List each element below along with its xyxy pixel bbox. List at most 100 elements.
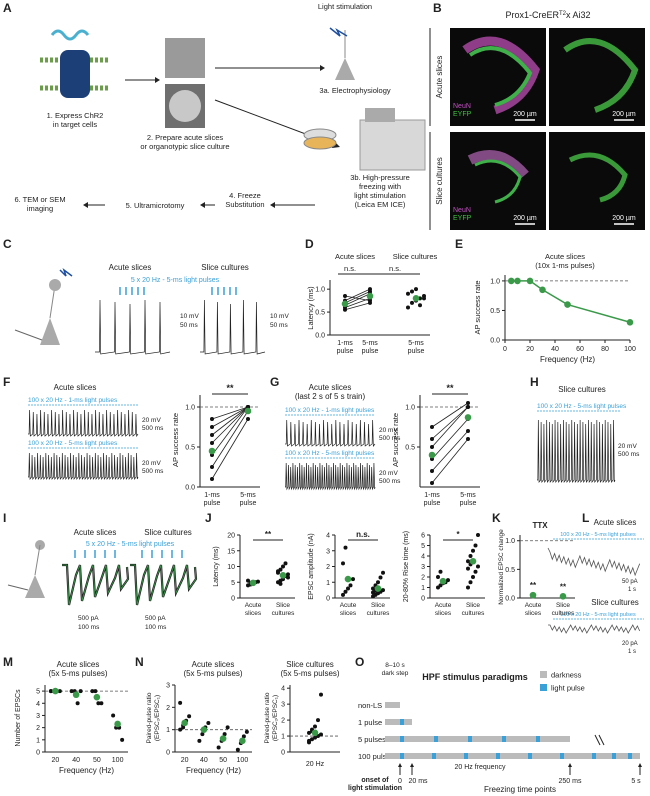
pulse-mark: [400, 753, 404, 759]
y-tick-label: 2: [281, 718, 285, 725]
y-axis-label: 20-80% Rise time (ms): [403, 531, 410, 602]
y-axis-label: AP success rate: [391, 413, 400, 467]
y-tick-label: 4: [421, 554, 425, 561]
panel-letter: H: [530, 375, 539, 389]
mean-point: [464, 414, 472, 421]
y-axis-label: Number of EPSCs: [15, 689, 22, 747]
data-point: [436, 575, 440, 579]
data-point: [378, 575, 383, 580]
label: (10x 1-ms pulses): [535, 261, 595, 270]
data-point: [178, 727, 183, 732]
y-tick-label: 1: [281, 734, 285, 741]
data-point: [471, 575, 475, 579]
label: Slice: [466, 602, 480, 609]
y-tick-label: 0.5: [405, 445, 415, 452]
light-bolt: [59, 267, 73, 277]
label: pulse: [408, 348, 425, 355]
pulse-mark: [468, 736, 472, 742]
y-tick-label: 0.5: [185, 445, 195, 452]
y-tick-label: 2: [36, 725, 40, 732]
darkness-bar: [385, 719, 412, 725]
y-tick-label: 0.5: [505, 567, 515, 574]
data-point: [316, 718, 320, 723]
data-point: [468, 554, 473, 558]
data-point: [120, 737, 125, 742]
x-tick-label: 50: [219, 757, 227, 764]
scale-bar-label: 200 µm: [513, 215, 537, 222]
label: or organotypic slice culture: [140, 142, 229, 151]
label: Slice cultures: [591, 598, 639, 607]
label: pulse: [424, 500, 441, 507]
label: slices: [245, 610, 262, 617]
title-part: Prox1-CreER: [505, 10, 559, 20]
data-point: [410, 289, 414, 294]
label: Light stimulation: [318, 2, 372, 11]
label: cultures: [367, 610, 391, 617]
label: 5. Ultramicrotomy: [126, 201, 185, 210]
dendrite: [34, 544, 41, 576]
time-arrow-head: [398, 763, 402, 767]
mean-point: [514, 277, 521, 285]
mean-point: [279, 572, 287, 579]
darkness-bar: [385, 753, 640, 759]
mean-point: [559, 592, 567, 600]
pair-line: [344, 295, 371, 302]
label: pulse: [337, 348, 354, 355]
y-tick-label: 0: [231, 596, 235, 603]
label: 20 mV: [618, 443, 637, 450]
pair-line: [344, 293, 371, 306]
data-point: [69, 689, 74, 694]
data-point: [197, 738, 202, 743]
y-tick-label: 15: [227, 548, 235, 555]
data-point: [281, 564, 285, 569]
y-tick-label: 20: [227, 533, 235, 540]
label: 500 ms: [142, 468, 164, 475]
pair-line: [344, 288, 371, 301]
data-point: [210, 477, 214, 481]
label: 50 ms: [270, 322, 288, 329]
data-point: [244, 729, 249, 734]
panel-letter: A: [3, 1, 12, 15]
data-point: [181, 725, 186, 730]
data-point: [468, 580, 473, 585]
stim-label: 100 x 20 Hz - 5-ms light pulses: [560, 532, 636, 538]
data-point: [430, 425, 434, 429]
pulse-mark: [628, 753, 632, 759]
label: *: [456, 530, 460, 539]
label: 2. Prepare acute slices: [147, 133, 224, 142]
label: Acute slices: [192, 660, 235, 669]
label: Acute slices: [109, 263, 152, 272]
label: EYFP: [453, 111, 472, 118]
data-point: [78, 689, 83, 694]
label: 20 mV: [379, 427, 398, 434]
data-point: [351, 577, 355, 582]
data-point: [210, 417, 214, 421]
data-point: [307, 730, 311, 735]
data-point: [446, 578, 450, 583]
data-point: [466, 429, 470, 433]
data-point: [246, 417, 250, 421]
pair-line: [431, 438, 469, 484]
label: (Leica EM ICE): [355, 200, 406, 209]
data-point: [418, 303, 422, 308]
pair-line: [211, 406, 249, 428]
x-tick-label: 40: [551, 346, 559, 353]
data-point: [210, 425, 214, 429]
current-trace: [548, 624, 641, 634]
label: n.s.: [389, 264, 401, 273]
label: **: [560, 582, 567, 591]
pulse-mark: [432, 753, 436, 759]
data-point: [57, 689, 62, 694]
label: imaging: [27, 204, 53, 213]
label: 250 ms: [559, 778, 582, 785]
label: Acute slices: [545, 252, 585, 261]
pulse-mark: [502, 736, 506, 742]
pair-line: [211, 406, 249, 444]
label: 500 ms: [379, 435, 401, 442]
data-point: [225, 725, 230, 730]
mean-point: [249, 579, 257, 587]
label: cultures: [462, 610, 486, 617]
label: Acute slices: [74, 528, 117, 537]
label: 20 mV: [142, 417, 161, 424]
data-point: [343, 545, 348, 550]
